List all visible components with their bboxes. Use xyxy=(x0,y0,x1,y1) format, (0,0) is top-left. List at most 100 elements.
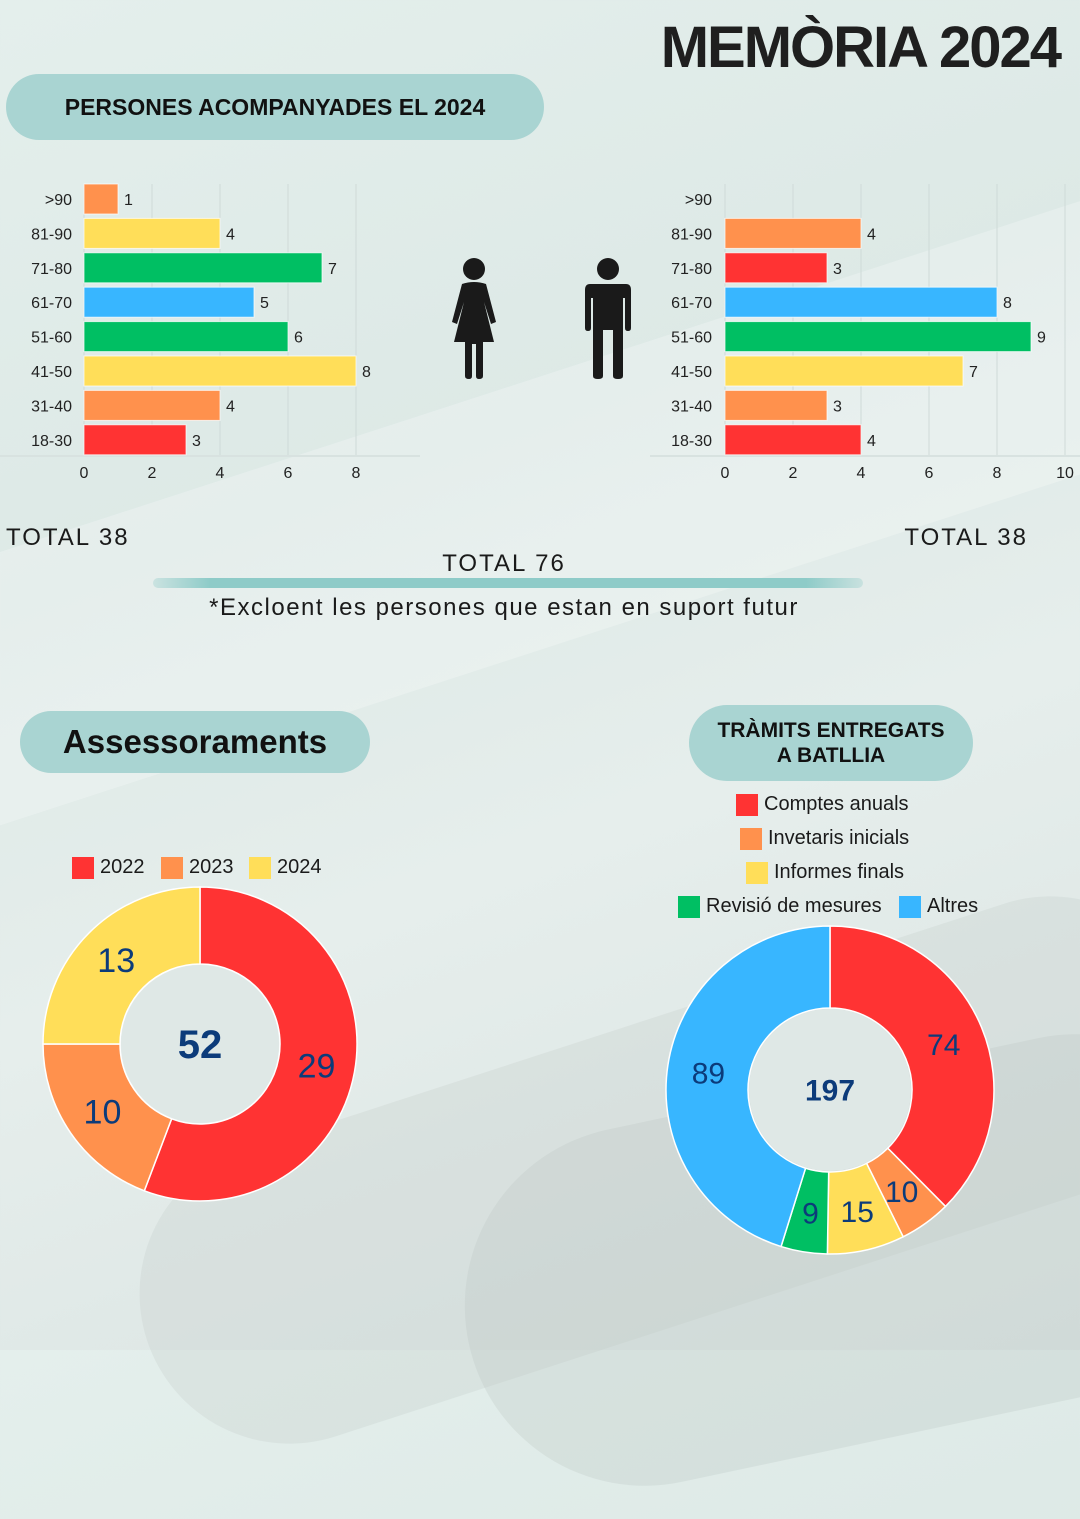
x-tick-label: 8 xyxy=(352,465,361,482)
y-tick-label: 51-60 xyxy=(31,330,72,347)
slice-label: 10 xyxy=(885,1176,918,1209)
bar xyxy=(83,355,357,387)
y-tick-label: 81-90 xyxy=(671,226,712,243)
data-label: 4 xyxy=(867,433,876,450)
donut-center-label: 52 xyxy=(178,1023,223,1067)
bar xyxy=(83,286,255,318)
data-label: 9 xyxy=(1037,330,1046,347)
x-tick-label: 2 xyxy=(148,465,157,482)
slice-label: 10 xyxy=(84,1093,122,1131)
y-tick-label: 61-70 xyxy=(31,295,72,312)
y-tick-label: 71-80 xyxy=(31,261,72,278)
legend-swatch xyxy=(678,895,700,918)
legend-label: Comptes anuals xyxy=(764,793,909,815)
bar xyxy=(724,252,828,284)
section-title-tramits: TRÀMITS ENTREGATS A BATLLIA xyxy=(689,705,973,781)
legend-label: Informes finals xyxy=(774,861,905,883)
brush-divider xyxy=(153,578,863,588)
slice-label: 74 xyxy=(927,1029,960,1062)
bar xyxy=(83,217,221,249)
legend-item: Invetaris inicials xyxy=(740,827,909,850)
y-tick-label: 31-40 xyxy=(31,398,72,415)
legend-item: 2023 xyxy=(161,856,234,879)
bar xyxy=(83,424,187,456)
y-tick-label: 51-60 xyxy=(671,330,712,347)
footnote: *Excloent les persones que estan en supo… xyxy=(209,594,799,621)
slice xyxy=(143,886,358,1202)
tramits-title-line1: TRÀMITS ENTREGATS xyxy=(717,719,945,742)
bar xyxy=(83,321,289,353)
legend-swatch xyxy=(740,827,762,850)
slice-label: 13 xyxy=(97,942,135,980)
legend-label: 2023 xyxy=(189,856,234,878)
data-label: 8 xyxy=(362,364,371,381)
data-label: 1 xyxy=(124,192,133,209)
bar xyxy=(724,286,998,318)
slice xyxy=(665,925,831,1248)
bar xyxy=(724,321,1032,353)
legend-label: 2022 xyxy=(100,856,145,878)
legend-label: 2024 xyxy=(277,856,322,878)
chart-men-age: 0 2 4 6 8 10 >90 81-90 4 71-80 3 61-70 8 51-60 9 41-50 7… xyxy=(650,184,1080,482)
legend-label: Altres xyxy=(927,895,979,917)
bar xyxy=(83,252,323,284)
donut-hole xyxy=(749,1009,911,1171)
y-tick-label: 71-80 xyxy=(671,261,712,278)
data-label: 7 xyxy=(328,261,337,278)
bar xyxy=(83,389,221,421)
legend-swatch xyxy=(72,856,94,879)
slice xyxy=(829,925,995,1208)
x-tick-label: 8 xyxy=(993,465,1002,482)
donut-hole xyxy=(121,965,279,1123)
legend-item: Altres xyxy=(899,895,978,918)
x-axis-line xyxy=(0,455,420,457)
data-label: 5 xyxy=(260,295,269,312)
data-label: 8 xyxy=(1003,295,1012,312)
donut-center-label: 197 xyxy=(805,1075,855,1108)
x-tick-label: 6 xyxy=(925,465,934,482)
legend-item: Informes finals xyxy=(746,861,904,884)
slice-label: 89 xyxy=(692,1057,725,1090)
donut-assessoraments: 29 10 13 52 xyxy=(42,886,358,1202)
legend-item: Revisió de mesures xyxy=(678,895,882,918)
y-tick-label: 41-50 xyxy=(671,364,712,381)
woman-icon xyxy=(452,258,496,379)
bar xyxy=(724,424,862,456)
y-tick-label: 81-90 xyxy=(31,226,72,243)
total-all: TOTAL 76 xyxy=(442,550,566,577)
section-title-persones: PERSONES ACOMPANYADES EL 2024 xyxy=(6,74,544,140)
data-label: 3 xyxy=(833,261,842,278)
tramits-title-line2: A BATLLIA xyxy=(776,744,886,767)
legend-label: Invetaris inicials xyxy=(768,827,910,849)
slice-label: 15 xyxy=(841,1196,874,1229)
bar xyxy=(724,389,828,421)
y-tick-label: >90 xyxy=(685,192,712,209)
man-icon xyxy=(585,258,631,379)
y-tick-label: 61-70 xyxy=(671,295,712,312)
slice-label: 9 xyxy=(802,1197,819,1230)
slice xyxy=(42,886,201,1045)
bar xyxy=(83,183,119,215)
section-title-assessoraments: Assessoraments xyxy=(20,711,370,773)
y-tick-label: 18-30 xyxy=(671,433,712,450)
x-tick-label: 4 xyxy=(857,465,866,482)
data-label: 4 xyxy=(226,398,235,415)
data-label: 6 xyxy=(294,330,303,347)
x-tick-label: 10 xyxy=(1056,465,1074,482)
legend-item: Comptes anuals xyxy=(736,793,909,816)
slice xyxy=(42,1043,173,1192)
slice-label: 29 xyxy=(298,1047,336,1085)
x-tick-label: 2 xyxy=(789,465,798,482)
data-label: 3 xyxy=(192,433,201,450)
legend-swatch xyxy=(746,861,768,884)
total-men: TOTAL 38 xyxy=(904,524,1028,551)
legend-swatch xyxy=(249,856,271,879)
data-label: 7 xyxy=(969,364,978,381)
page-title: MEMÒRIA 2024 xyxy=(660,15,1062,80)
x-tick-label: 6 xyxy=(284,465,293,482)
total-women: TOTAL 38 xyxy=(6,524,130,551)
x-tick-label: 4 xyxy=(216,465,225,482)
donut-tramits: 74 10 15 9 89 197 xyxy=(665,925,995,1255)
y-tick-label: 41-50 xyxy=(31,364,72,381)
data-label: 4 xyxy=(867,226,876,243)
